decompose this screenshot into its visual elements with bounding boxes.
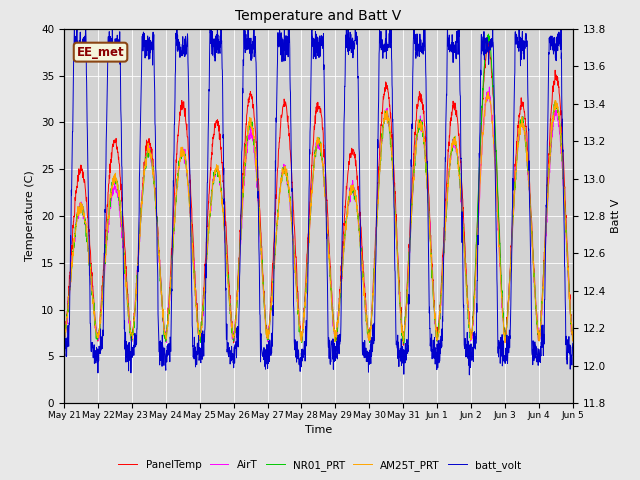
AirT <box>163 339 170 345</box>
AM25T_PRT <box>524 169 532 175</box>
Line: AirT: AirT <box>64 87 573 342</box>
Y-axis label: Batt V: Batt V <box>611 199 621 233</box>
AirT <box>333 326 340 332</box>
Y-axis label: Temperature (C): Temperature (C) <box>26 170 35 262</box>
AirT <box>486 84 493 90</box>
batt_volt <box>421 16 429 22</box>
Line: batt_volt: batt_volt <box>64 19 573 375</box>
Title: Temperature and Batt V: Temperature and Batt V <box>236 10 401 24</box>
AirT <box>344 201 352 206</box>
PanelTemp <box>333 332 340 338</box>
PanelTemp <box>399 342 407 348</box>
NR01_PRT <box>538 295 546 301</box>
batt_volt <box>202 262 210 267</box>
PanelTemp <box>524 152 532 158</box>
AM25T_PRT <box>344 212 351 217</box>
NR01_PRT <box>466 335 474 341</box>
NR01_PRT <box>400 340 408 346</box>
NR01_PRT <box>524 171 532 177</box>
AM25T_PRT <box>501 340 509 346</box>
Line: NR01_PRT: NR01_PRT <box>64 34 573 343</box>
AM25T_PRT <box>538 298 546 304</box>
PanelTemp <box>60 330 68 336</box>
AirT <box>466 330 474 336</box>
PanelTemp <box>569 338 577 344</box>
AirT <box>202 264 210 270</box>
AM25T_PRT <box>466 328 474 334</box>
batt_volt <box>524 122 532 128</box>
Legend: PanelTemp, AirT, NR01_PRT, AM25T_PRT, batt_volt: PanelTemp, AirT, NR01_PRT, AM25T_PRT, ba… <box>115 456 525 475</box>
batt_volt <box>465 372 473 378</box>
NR01_PRT <box>484 31 492 37</box>
NR01_PRT <box>60 336 68 342</box>
batt_volt <box>467 361 474 367</box>
PanelTemp <box>202 254 210 260</box>
Text: EE_met: EE_met <box>77 46 124 59</box>
batt_volt <box>333 339 340 345</box>
AM25T_PRT <box>569 337 577 343</box>
PanelTemp <box>344 172 351 178</box>
batt_volt <box>60 359 68 365</box>
AM25T_PRT <box>202 262 210 267</box>
NR01_PRT <box>344 203 351 208</box>
batt_volt <box>538 342 546 348</box>
AirT <box>538 298 546 304</box>
AM25T_PRT <box>484 89 492 95</box>
AM25T_PRT <box>333 327 340 333</box>
PanelTemp <box>484 40 492 46</box>
AirT <box>569 332 577 338</box>
Line: AM25T_PRT: AM25T_PRT <box>64 92 573 343</box>
NR01_PRT <box>569 335 577 341</box>
AM25T_PRT <box>60 333 68 338</box>
batt_volt <box>344 48 351 54</box>
AirT <box>524 178 532 183</box>
batt_volt <box>569 340 577 346</box>
PanelTemp <box>538 290 546 296</box>
Line: PanelTemp: PanelTemp <box>64 43 573 345</box>
NR01_PRT <box>333 333 340 338</box>
X-axis label: Time: Time <box>305 425 332 435</box>
PanelTemp <box>466 330 474 336</box>
AirT <box>60 332 68 338</box>
NR01_PRT <box>202 266 210 272</box>
